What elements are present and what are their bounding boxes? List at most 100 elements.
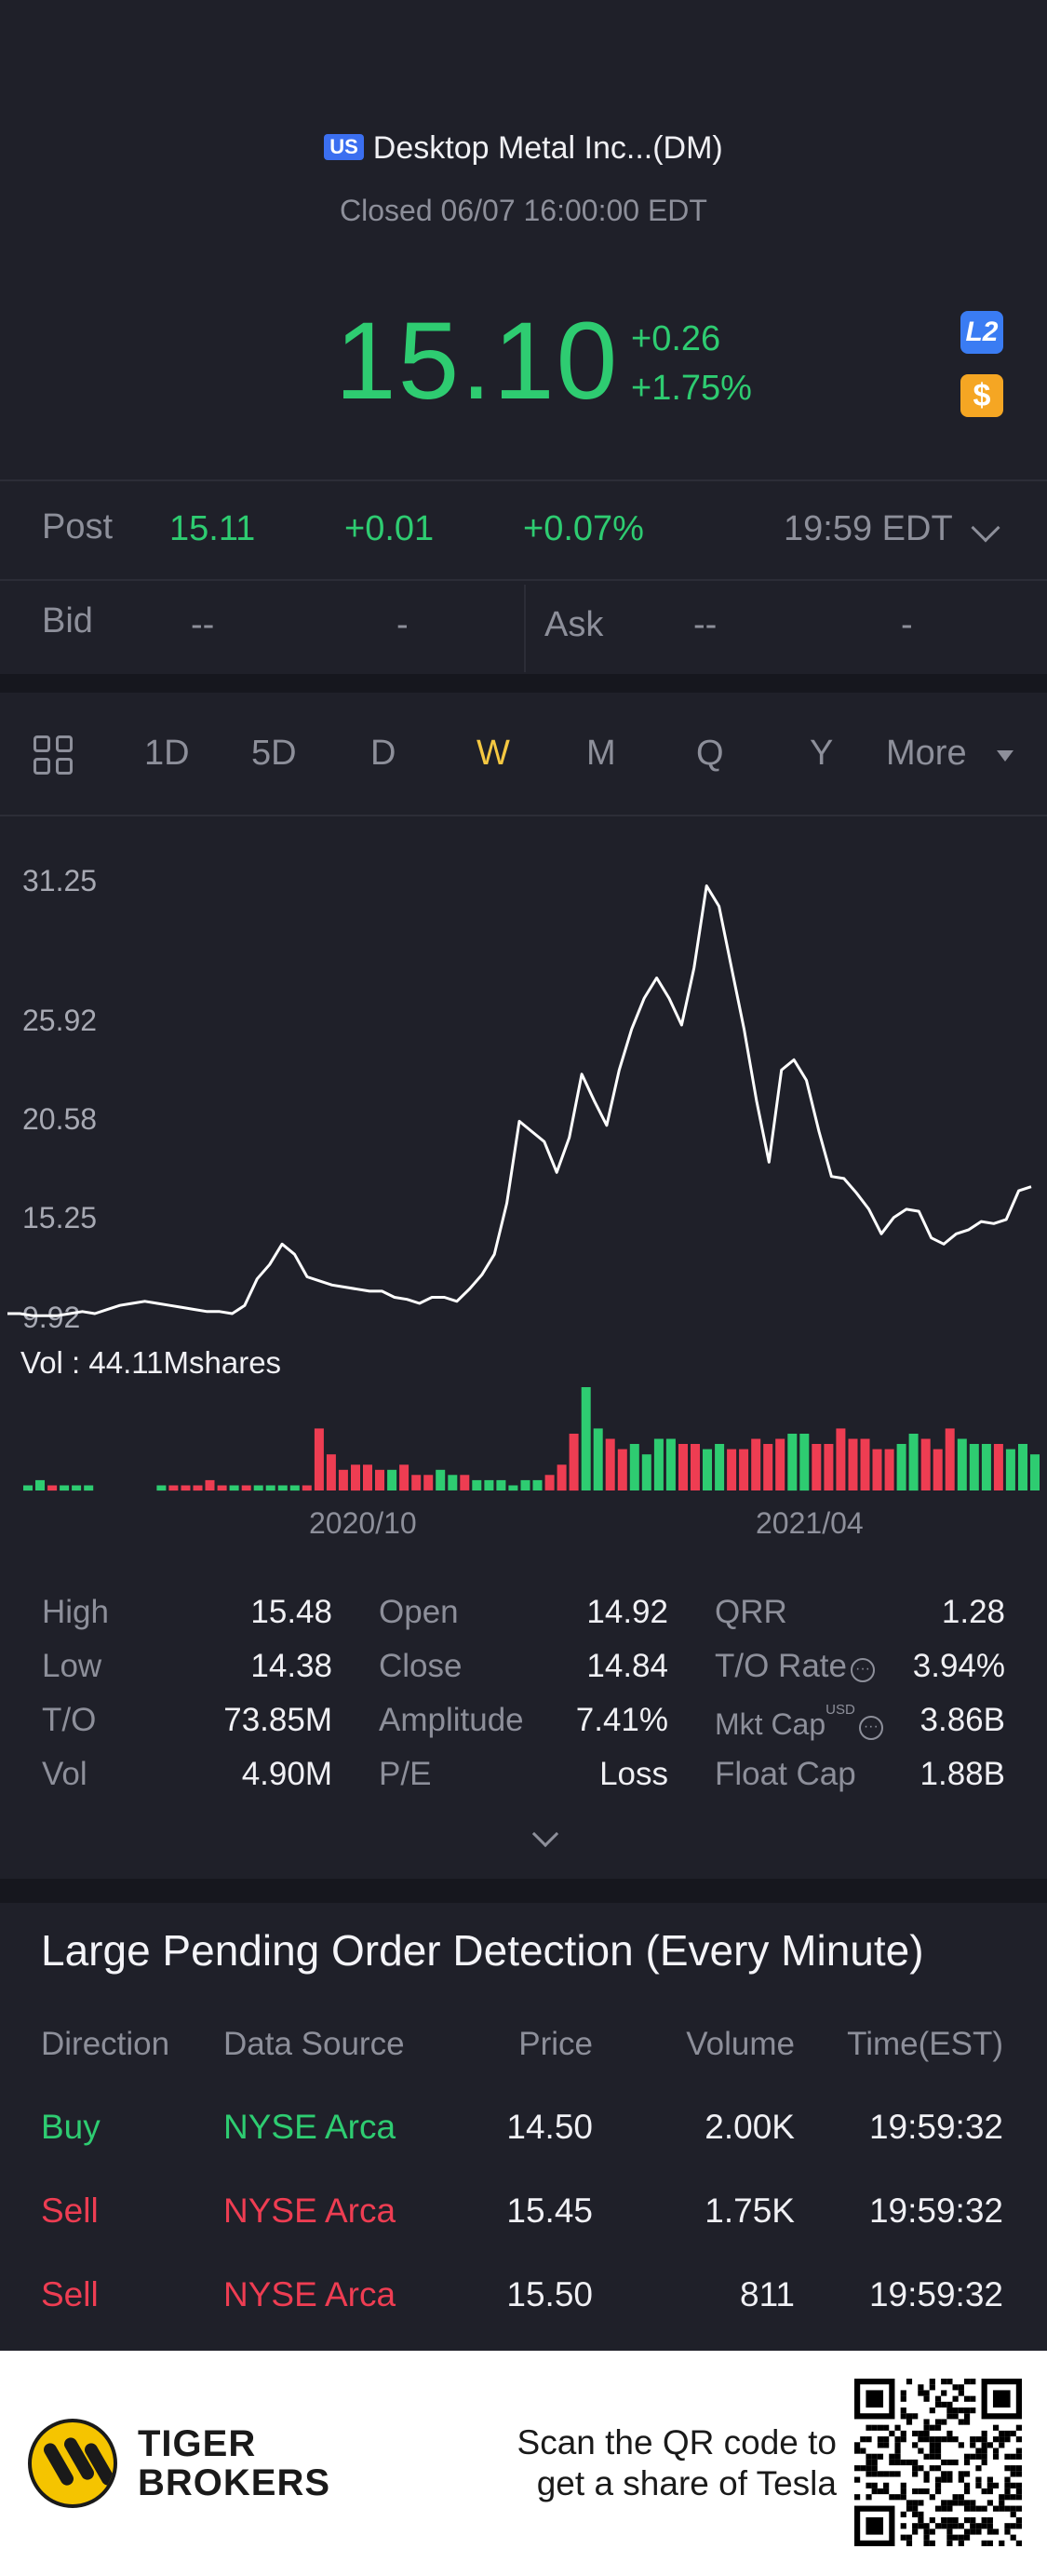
volume-label: Vol : 44.11Mshares [20,1345,282,1380]
volume-bar [302,1485,312,1491]
volume-bar [253,1485,263,1491]
stat-value: 73.85M [223,1702,332,1738]
volume-bar [241,1485,251,1491]
order-source: NYSE Arca [223,2192,396,2230]
scan-text-line2: get a share of Tesla [536,2464,837,2502]
volume-bar [35,1479,45,1490]
stat-value: 14.84 [586,1648,668,1684]
order-price: 15.45 [506,2192,593,2230]
more-dropdown-icon[interactable] [997,750,1013,762]
divider [0,479,1047,481]
last-price: 15.10 [335,300,620,423]
volume-bar [581,1387,591,1490]
bid-size: - [396,605,409,644]
order-volume: 2.00K [705,2108,795,2146]
y-tick-label: 9.92 [22,1301,81,1334]
volume-bar [508,1485,518,1491]
x-tick-label: 2021/04 [756,1506,864,1540]
stat-value: 3.94% [912,1648,1005,1684]
tab-1d[interactable]: 1D [144,734,190,773]
section-gap [0,1879,1047,1903]
volume-bar [60,1485,70,1491]
volume-bar [715,1444,725,1490]
dollar-icon[interactable]: $ [960,374,1003,417]
volume-bar [289,1485,300,1491]
order-source: NYSE Arca [223,2108,396,2146]
stat-value: 7.41% [575,1702,668,1738]
volume-bar [229,1485,239,1491]
volume-bar [193,1485,203,1491]
stat-label: T/O [42,1702,97,1738]
stat-value: Loss [599,1756,668,1792]
volume-bar [836,1428,846,1490]
tab-m[interactable]: M [586,734,616,773]
volume-bar [812,1444,822,1490]
tab-y[interactable]: Y [810,734,834,773]
divider [0,579,1047,581]
volume-bar [351,1464,360,1491]
column-header: Data Source [223,2026,405,2062]
column-header: Volume [686,2026,795,2062]
stat-label: Close [379,1648,463,1684]
volume-bar [751,1438,761,1490]
tab-d[interactable]: D [370,734,396,773]
price-series-line [7,884,1032,1317]
order-volume: 1.75K [705,2192,795,2230]
volume-bar [860,1438,870,1490]
stat-value: 1.28 [941,1594,1005,1630]
volume-bar [326,1454,336,1490]
stat-label: P/E [379,1756,432,1792]
stock-title-row[interactable]: US Desktop Metal Inc...(DM) [0,130,1047,167]
post-change-percent: +0.07% [523,509,644,548]
stat-label: Amplitude [379,1702,524,1738]
tiger-logo-icon [28,2419,117,2508]
expand-chevron-icon[interactable] [531,1820,559,1848]
stat-label: Open [379,1594,459,1630]
order-direction: Sell [41,2192,99,2230]
currency-superscript: USD [826,1702,855,1718]
volume-bar [653,1438,664,1490]
tab-q[interactable]: Q [696,734,724,773]
qr-code-icon[interactable] [854,2379,1022,2546]
brand-name-line1: TIGER [138,2423,257,2464]
info-icon[interactable]: ··· [858,1716,883,1740]
volume-bar [981,1444,991,1490]
market-status: Closed 06/07 16:00:00 EDT [340,194,707,227]
volume-bar [472,1479,482,1490]
ask-label: Ask [544,605,604,644]
price-change: +0.26 [631,319,721,358]
order-time: 19:59:32 [868,2192,1003,2230]
brand-name-line2: BROKERS [138,2462,331,2503]
order-price: 15.50 [506,2275,593,2313]
tab-5d[interactable]: 5D [251,734,297,773]
post-price: 15.11 [169,509,256,548]
tab-more[interactable]: More [886,734,967,773]
level2-icon[interactable]: L2 [960,311,1003,354]
volume-bar [436,1469,446,1490]
volume-bar [399,1464,409,1491]
volume-bar [277,1485,288,1491]
stat-label: Low [42,1648,102,1684]
volume-bar [23,1485,33,1491]
volume-bar [314,1428,324,1490]
volume-bar [181,1485,191,1491]
volume-bar [84,1485,94,1491]
volume-bar [957,1438,967,1490]
volume-bar [72,1485,82,1491]
volume-bar [387,1469,397,1490]
volume-bar [617,1449,627,1490]
promo-footer[interactable]: TIGER BROKERS Scan the QR code to get a … [0,2351,1047,2576]
price-line-chart[interactable] [0,0,1047,1508]
volume-bar [411,1475,422,1490]
post-change: +0.01 [344,509,435,548]
volume-bar [739,1449,749,1490]
post-time[interactable]: 19:59 EDT [784,509,953,548]
volume-bar [217,1485,227,1491]
tab-w[interactable]: W [477,734,510,773]
bid-label: Bid [42,601,93,641]
stat-label: T/O Rate ··· [715,1648,875,1685]
section-gap [0,674,1047,693]
grid-icon[interactable] [34,735,74,776]
info-icon[interactable]: ··· [850,1658,875,1682]
order-direction: Buy [41,2108,101,2146]
